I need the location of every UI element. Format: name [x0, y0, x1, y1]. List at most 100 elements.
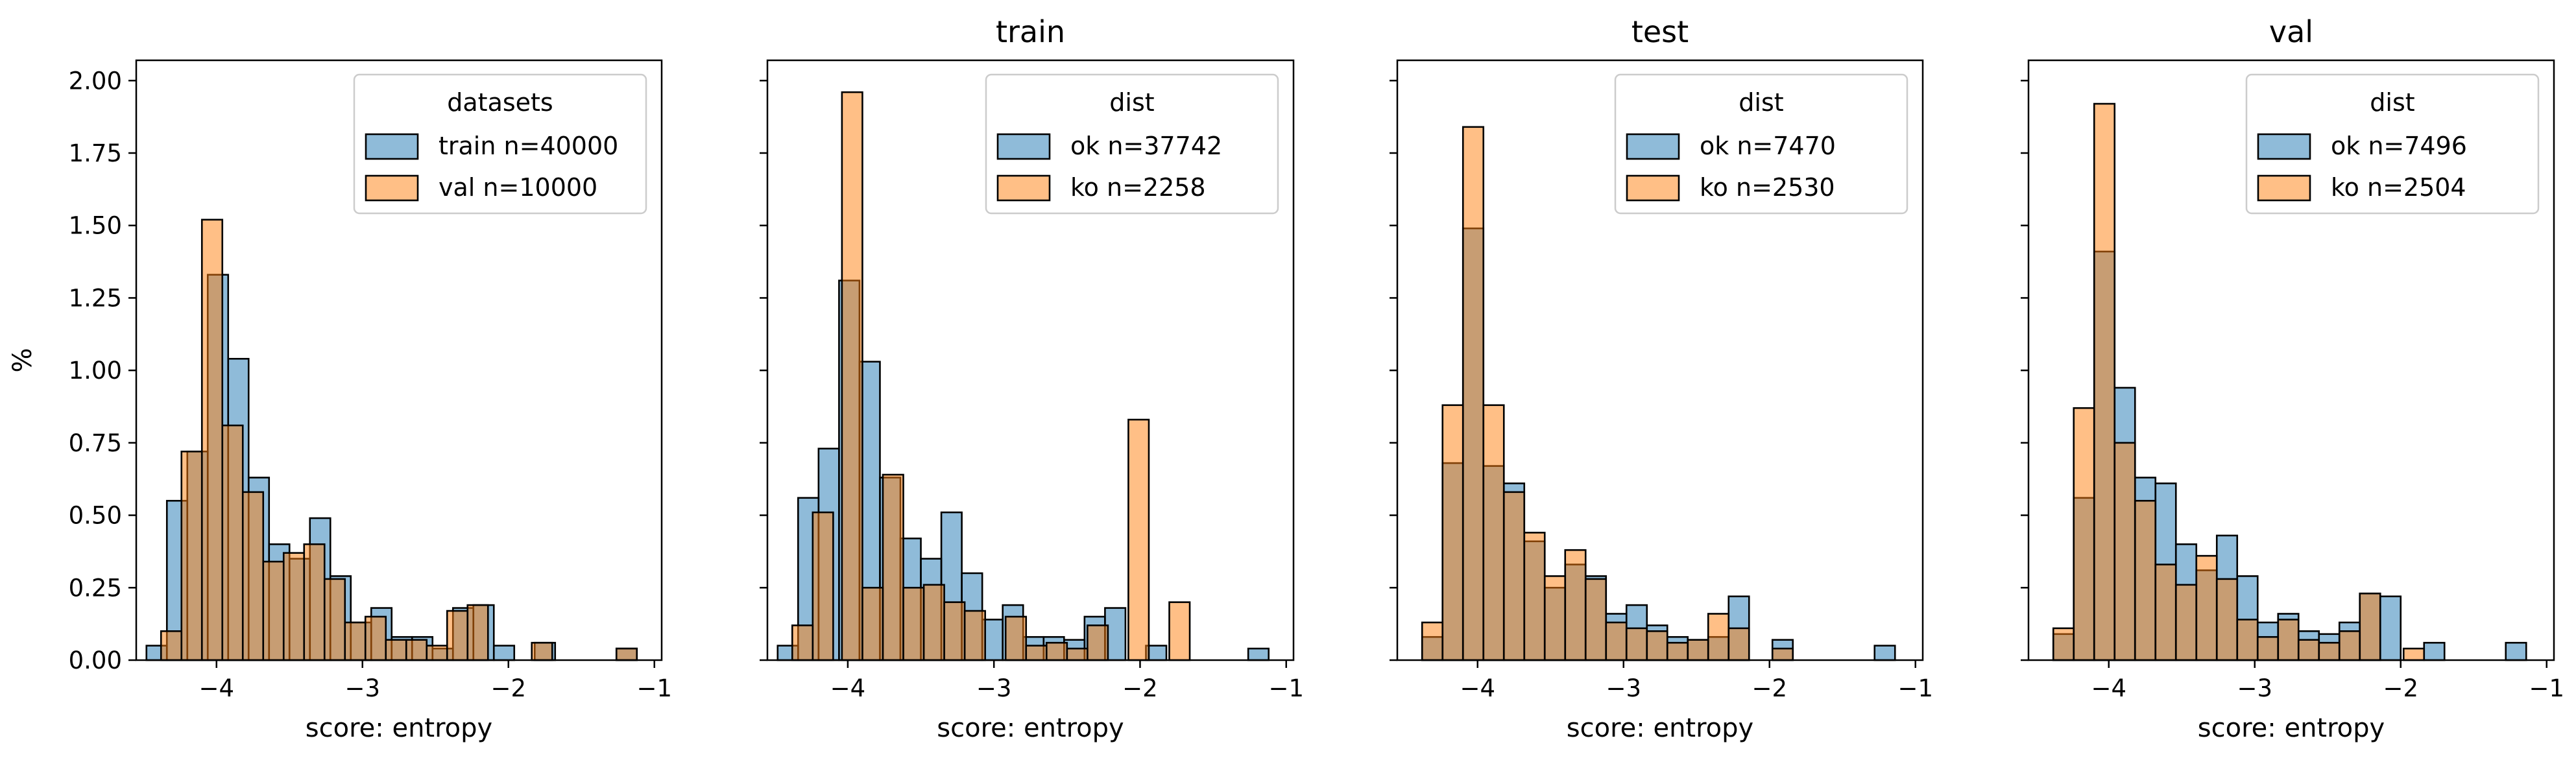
histogram-bar [1441, 404, 1464, 661]
histogram-bar [922, 584, 945, 661]
histogram-bar [1605, 621, 1628, 661]
histogram-bar [1584, 578, 1607, 661]
histogram-bar [2113, 442, 2136, 661]
axes-frame [1396, 59, 1924, 661]
legend-entry-label: ok n=37742 [1070, 132, 1222, 160]
legend-title: dist [2370, 88, 2414, 117]
x-tick-label: −4 [2091, 674, 2126, 702]
y-tick-label: 0.75 [69, 429, 122, 457]
y-tick-label: 0.25 [69, 574, 122, 602]
histogram-bar [531, 641, 553, 661]
legend-entry-label: ko n=2530 [1700, 173, 1835, 202]
histogram-bar [1421, 621, 1444, 661]
x-tick-label: −3 [1606, 674, 1641, 702]
histogram-bar [241, 491, 265, 661]
histogram-bar [882, 473, 904, 661]
legend-title: datasets [447, 88, 553, 117]
histogram-bar [1625, 627, 1648, 661]
histogram-bar [2073, 407, 2095, 661]
y-tick-label: 1.00 [69, 357, 122, 385]
histogram-bar [1873, 645, 1896, 661]
histogram-bar [2379, 595, 2402, 661]
histogram-bar [2215, 578, 2239, 661]
x-tick-label: −2 [1122, 674, 1158, 702]
histogram-bar [1066, 647, 1089, 661]
axes-frame [135, 59, 663, 661]
legend-swatch [1626, 174, 1680, 202]
legend-entry-label: ok n=7470 [1700, 132, 1836, 160]
histogram-bar [1168, 601, 1191, 661]
legend: datasets train n=40000 val n=10000 [353, 73, 647, 215]
y-tick-label: 1.25 [69, 284, 122, 312]
legend-entry-label: ko n=2504 [2331, 173, 2466, 202]
histogram-bar [2423, 641, 2446, 661]
histogram-bar [943, 601, 966, 661]
histogram-bar [1707, 613, 1730, 661]
x-tick-label: −3 [2237, 674, 2272, 702]
legend-swatch [365, 133, 419, 160]
subplot-2: −4 −3 −2 −1 score: entropy train dist ok n=3774… [760, 14, 1304, 743]
subplot-title: train [996, 14, 1065, 49]
histogram-bar [1045, 641, 1068, 661]
legend-swatch [365, 174, 419, 202]
series-orange [2052, 102, 2426, 661]
histogram-bar [1462, 126, 1485, 661]
histogram-bar [2318, 641, 2341, 661]
histogram-bar [2093, 102, 2116, 661]
legend-swatch [1626, 133, 1680, 160]
legend-title: dist [1739, 88, 1783, 117]
x-tick-label: −4 [199, 674, 234, 702]
y-tick-label: 0.50 [69, 502, 122, 530]
histogram-bar [323, 578, 346, 661]
subplot-3: −4 −3 −2 −1 score: entropy test dist ok n=7470 k… [1390, 14, 1933, 743]
histogram-bar [1646, 630, 1668, 661]
histogram-bar [2505, 641, 2527, 661]
histogram-bar [2052, 627, 2075, 661]
histogram-bar [2402, 647, 2426, 661]
histogram-bar [1004, 615, 1028, 661]
histogram-bar [812, 511, 834, 661]
histogram-bar [1523, 532, 1546, 661]
subplot-1: −4 −3 −2 −1 0.00 0.25 0.50 0.75 1.00 1.25 1.50 1.75… [8, 59, 672, 743]
histogram-bar [2154, 564, 2177, 661]
series-orange [1421, 126, 1794, 661]
x-tick-label: −3 [976, 674, 1012, 702]
x-tick-label: −1 [2529, 674, 2564, 702]
histogram-bar [2297, 639, 2320, 661]
histogram-bar [2359, 592, 2381, 661]
legend-title: dist [1109, 88, 1154, 117]
legend-swatch [2257, 174, 2311, 202]
histogram-bar [841, 91, 863, 661]
x-tick-label: −4 [1460, 674, 1495, 702]
legend-box [2245, 73, 2540, 215]
histogram-bar [385, 639, 407, 661]
histogram-bar [426, 645, 448, 661]
legend-box [1614, 73, 1908, 215]
legend: dist ok n=7496 ko n=2504 [2245, 73, 2540, 215]
histogram-bar [963, 610, 986, 661]
histogram-bar [2277, 619, 2300, 661]
histogram-bar [1727, 627, 1750, 661]
histogram-bar [615, 647, 638, 661]
legend-entry-label: ok n=7496 [2331, 132, 2467, 160]
histogram-bar [1502, 491, 1526, 661]
y-axis-label: % [8, 348, 38, 372]
histogram-bar [1771, 647, 1794, 661]
histogram-bar [262, 560, 285, 661]
histogram-bar [221, 424, 244, 661]
histogram-bar [405, 639, 428, 661]
y-tick-label: 2.00 [69, 67, 122, 95]
histogram-bar [1543, 575, 1567, 661]
histogram-bar [902, 586, 925, 661]
subplot-4: −4 −3 −2 −1 score: entropy val dist ok n=7496 ko… [2021, 14, 2564, 743]
histogram-bar [861, 586, 884, 661]
legend-swatch [996, 133, 1051, 160]
axes-frame [2027, 59, 2555, 661]
x-tick-label: −1 [1268, 674, 1304, 702]
legend-entry-label: ko n=2258 [1070, 173, 1206, 202]
y-tick-label: 1.50 [69, 212, 122, 240]
histogram-bar [446, 610, 469, 661]
x-tick-label: −2 [1751, 674, 1787, 702]
histogram-bar [1687, 639, 1709, 661]
histogram-bar [180, 450, 203, 661]
